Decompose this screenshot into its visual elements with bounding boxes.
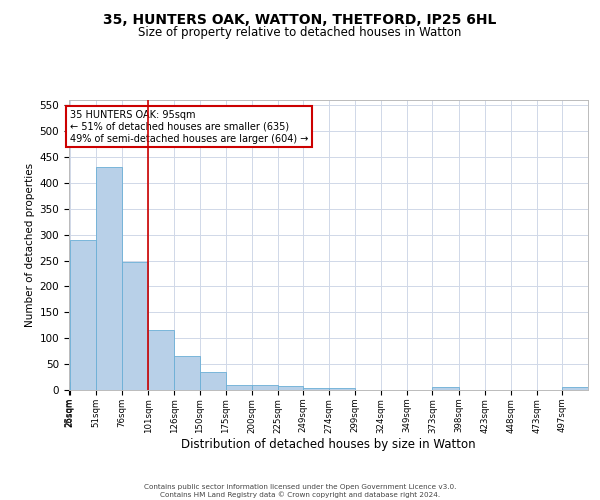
Bar: [69, 382, 70, 390]
Bar: [252, 385, 278, 390]
Bar: [562, 388, 588, 390]
Bar: [226, 385, 252, 390]
Bar: [122, 262, 148, 390]
Bar: [278, 386, 303, 390]
Text: Contains public sector information licensed under the Open Government Licence v3: Contains public sector information licen…: [144, 484, 456, 490]
Bar: [148, 330, 175, 390]
Text: 35 HUNTERS OAK: 95sqm
← 51% of detached houses are smaller (635)
49% of semi-det: 35 HUNTERS OAK: 95sqm ← 51% of detached …: [70, 110, 308, 144]
Bar: [96, 168, 122, 390]
Bar: [303, 388, 329, 390]
X-axis label: Distribution of detached houses by size in Watton: Distribution of detached houses by size …: [181, 438, 476, 451]
Bar: [70, 240, 96, 390]
Bar: [433, 388, 458, 390]
Text: 35, HUNTERS OAK, WATTON, THETFORD, IP25 6HL: 35, HUNTERS OAK, WATTON, THETFORD, IP25 …: [103, 12, 497, 26]
Text: Size of property relative to detached houses in Watton: Size of property relative to detached ho…: [139, 26, 461, 39]
Text: Contains HM Land Registry data © Crown copyright and database right 2024.: Contains HM Land Registry data © Crown c…: [160, 491, 440, 498]
Bar: [200, 372, 226, 390]
Bar: [175, 356, 200, 390]
Bar: [329, 388, 355, 390]
Y-axis label: Number of detached properties: Number of detached properties: [25, 163, 35, 327]
